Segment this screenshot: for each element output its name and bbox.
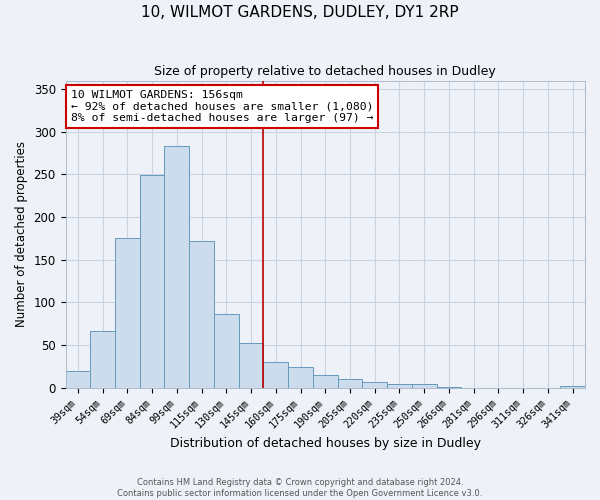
Bar bbox=[140, 176, 164, 388]
Bar bbox=[288, 368, 313, 388]
Bar bbox=[412, 384, 437, 388]
Bar bbox=[164, 146, 189, 388]
Bar bbox=[437, 387, 461, 388]
Bar bbox=[338, 380, 362, 388]
Bar bbox=[239, 342, 263, 388]
Y-axis label: Number of detached properties: Number of detached properties bbox=[15, 141, 28, 327]
Title: Size of property relative to detached houses in Dudley: Size of property relative to detached ho… bbox=[154, 65, 496, 78]
Bar bbox=[214, 314, 239, 388]
Bar bbox=[90, 330, 115, 388]
X-axis label: Distribution of detached houses by size in Dudley: Distribution of detached houses by size … bbox=[170, 437, 481, 450]
Bar bbox=[65, 370, 90, 388]
Bar bbox=[115, 238, 140, 388]
Bar bbox=[313, 375, 338, 388]
Bar bbox=[387, 384, 412, 388]
Text: 10 WILMOT GARDENS: 156sqm
← 92% of detached houses are smaller (1,080)
8% of sem: 10 WILMOT GARDENS: 156sqm ← 92% of detac… bbox=[71, 90, 373, 123]
Text: Contains HM Land Registry data © Crown copyright and database right 2024.
Contai: Contains HM Land Registry data © Crown c… bbox=[118, 478, 482, 498]
Bar bbox=[189, 241, 214, 388]
Bar bbox=[263, 362, 288, 388]
Bar bbox=[560, 386, 585, 388]
Bar bbox=[362, 382, 387, 388]
Text: 10, WILMOT GARDENS, DUDLEY, DY1 2RP: 10, WILMOT GARDENS, DUDLEY, DY1 2RP bbox=[141, 5, 459, 20]
